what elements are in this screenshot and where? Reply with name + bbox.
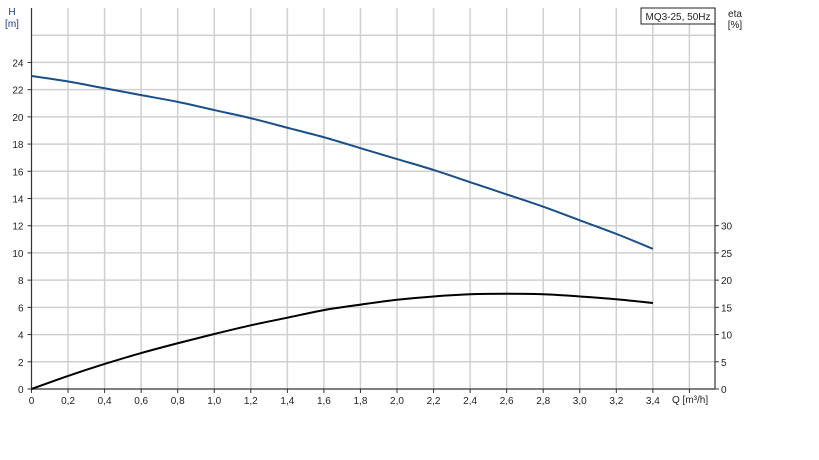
legend-box xyxy=(640,7,716,25)
y2-axis-unit: [%] xyxy=(728,20,743,31)
axes xyxy=(27,8,719,393)
x-tick-label: 2,4 xyxy=(463,396,477,407)
y-tick-label: 12 xyxy=(12,222,24,233)
y-tick-label: 10 xyxy=(12,249,24,260)
y-tick-label: 16 xyxy=(12,167,24,178)
y-tick-label: 8 xyxy=(18,276,24,287)
y-tick-label: 0 xyxy=(18,385,24,396)
x-tick-label: 1,0 xyxy=(207,396,221,407)
x-tick-label: 2,2 xyxy=(427,396,441,407)
x-tick-label: 3,4 xyxy=(646,396,660,407)
y2-tick-label: 30 xyxy=(721,222,733,233)
x-tick-label: 3,2 xyxy=(609,396,623,407)
y2-tick-label: 15 xyxy=(721,303,733,314)
series-lines xyxy=(31,75,654,390)
y-tick-label: 22 xyxy=(12,86,24,97)
x-tick-label: 1,6 xyxy=(317,396,331,407)
x-axis-label: Q [m³/h] xyxy=(672,395,708,406)
efficiency-curve xyxy=(31,292,653,390)
tick-labels: 0 0,2 0,4 0,6 0,8 1,0 1,2 1,4 1,6 1,8 2,0 2,2 2,4 2,6… xyxy=(12,58,732,407)
y-tick-label: 24 xyxy=(12,58,24,69)
y-tick-label: 18 xyxy=(12,140,24,151)
y-tick-label: 4 xyxy=(18,331,24,342)
x-tick-label: 2,6 xyxy=(500,396,514,407)
y2-tick-label: 5 xyxy=(721,358,727,369)
x-tick-label: 0,6 xyxy=(134,396,148,407)
x-tick-label: 0,4 xyxy=(98,396,112,407)
y-tick-label: 2 xyxy=(18,358,24,369)
y-axis-label: H xyxy=(8,7,15,18)
y2-tick-label: 0 xyxy=(721,385,727,396)
x-tick-label: 1,8 xyxy=(354,396,368,407)
x-tick-label: 2,0 xyxy=(390,396,404,407)
y2-tick-label: 10 xyxy=(721,331,733,342)
chart-title: MQ3-25, 50Hz xyxy=(645,12,710,23)
y2-tick-label: 20 xyxy=(721,276,733,287)
x-tick-label: 3,0 xyxy=(573,396,587,407)
y-tick-label: 20 xyxy=(12,113,24,124)
y2-axis-label: eta xyxy=(728,9,742,20)
x-tick-label: 1,4 xyxy=(280,396,294,407)
grid xyxy=(31,8,715,389)
y-axis-unit: [m] xyxy=(5,19,19,30)
y-tick-label: 6 xyxy=(18,303,24,314)
x-tick-label: 2,8 xyxy=(536,396,550,407)
x-tick-label: 1,2 xyxy=(244,396,258,407)
y2-tick-label: 25 xyxy=(721,249,733,260)
x-tick-label: 0 xyxy=(29,396,35,407)
x-tick-label: 0,2 xyxy=(61,396,75,407)
y-tick-label: 14 xyxy=(12,195,24,206)
head-curve xyxy=(31,75,654,250)
x-tick-label: 0,8 xyxy=(171,396,185,407)
